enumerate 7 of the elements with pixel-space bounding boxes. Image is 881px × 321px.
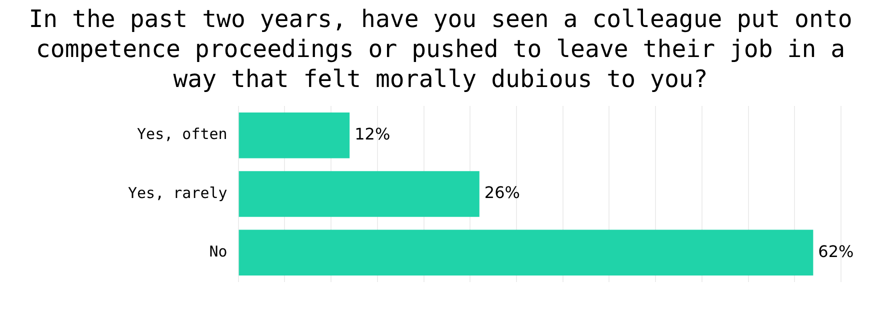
y-tick-label: No — [209, 242, 228, 261]
chart-title: In the past two years, have you seen a colleague put onto competence proceedings or pushed to leave their job in a way that felt morally dubious to you? — [28, 4, 854, 94]
data-label: 12% — [354, 124, 390, 144]
data-label: 62% — [818, 242, 854, 261]
y-tick-label: Yes, rarely — [128, 184, 228, 202]
data-label: 26% — [484, 183, 520, 202]
y-tick-label: Yes, often — [137, 125, 228, 144]
